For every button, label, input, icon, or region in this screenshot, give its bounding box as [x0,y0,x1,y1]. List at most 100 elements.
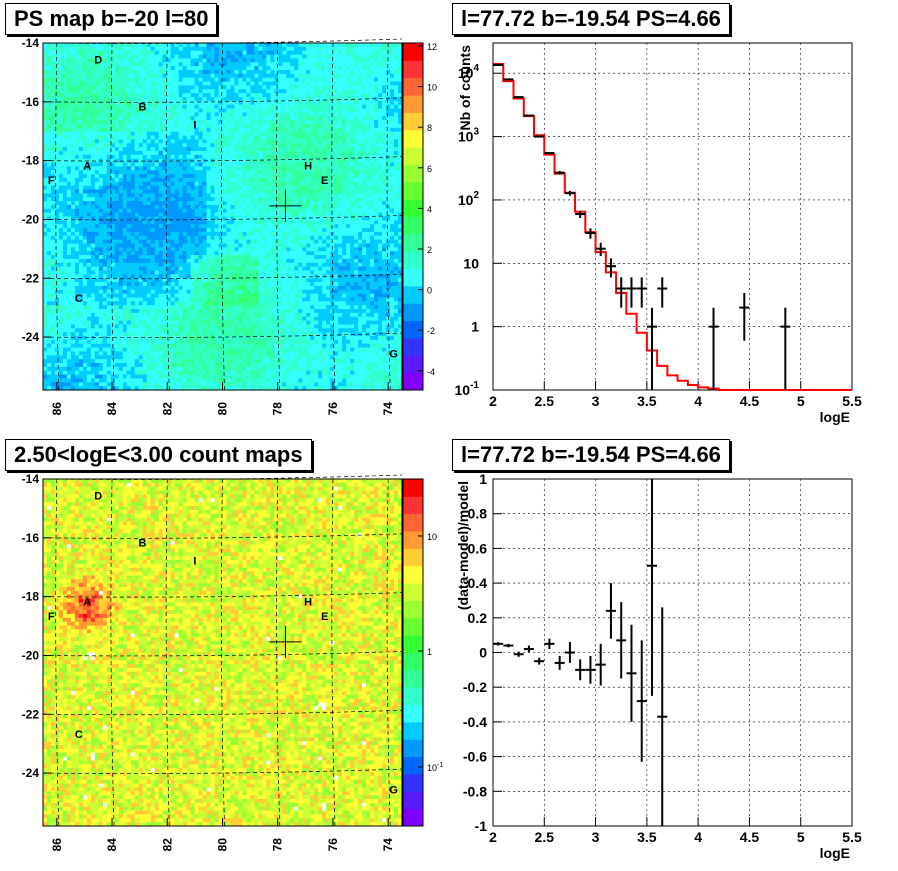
map-cell [130,293,136,298]
map-cell [142,251,148,256]
map-cell [122,127,128,133]
map-cell [62,127,68,133]
map-cell [194,343,199,348]
map-cell [230,189,235,194]
map-cell [110,247,116,252]
map-cell [86,197,92,202]
map-cell [162,158,168,163]
map-cell [222,293,227,298]
map-cell [70,85,76,90]
map-cell [194,370,199,375]
map-cell [154,320,160,325]
map-cell [130,359,136,364]
map-cell [178,274,184,279]
map-cell [118,181,124,187]
map-cell [122,239,128,244]
map-cell [142,46,148,52]
map-cell [186,162,191,167]
map-cell [214,131,219,136]
map-cell [138,231,144,237]
map-cell [94,104,100,109]
map-cell [142,378,148,383]
map-cell [202,336,207,341]
map-cell [54,351,60,356]
map-cell [230,332,235,337]
map-cell [118,282,124,287]
map-cell [66,174,72,179]
map-cell [218,77,223,82]
map-cell [74,274,80,279]
map-cell [238,62,243,67]
map-cell [170,320,176,325]
map-cell [106,96,112,102]
map-cell [94,220,100,225]
map-cell [170,185,176,190]
map-cell [202,216,207,221]
map-cell [166,166,172,171]
map-cell [214,69,219,75]
map-cell [43,285,48,291]
map-cell [62,81,68,86]
map-cell [102,339,108,345]
map-cell [82,339,88,345]
map-cell [62,181,68,187]
map-cell [246,139,251,144]
map-cell [66,228,72,233]
map-cell [50,266,56,271]
map-cell [250,239,255,244]
map-cell [134,297,140,302]
map-cell [234,251,239,256]
map-cell [50,135,56,140]
map-cell [194,378,199,383]
map-cell [158,58,164,63]
map-cell [118,174,124,179]
map-cell [122,185,128,190]
map-cell [170,309,176,314]
map-cell [90,185,96,190]
map-cell [106,85,112,90]
map-cell [246,201,251,206]
map-cell [254,266,259,271]
map-cell [142,301,148,306]
map-cell [190,62,195,67]
map-cell [126,332,132,337]
map-cell [258,85,263,90]
map-cell [178,108,184,113]
map-cell [54,104,60,109]
map-cell [114,154,120,160]
map-cell [182,336,187,341]
map-cell [134,235,140,241]
map-cell [226,77,231,82]
map-cell [62,112,68,117]
map-cell [142,108,148,113]
map-cell [150,289,156,295]
map-cell [246,278,251,283]
map-cell [102,154,108,160]
map-cell [206,370,211,375]
map-cell [134,378,140,383]
map-cell [98,54,104,59]
map-cell [206,274,211,279]
map-cell [43,297,48,302]
map-cell [114,239,120,244]
map-cell [146,162,152,167]
map-cell [106,378,112,383]
map-cell [70,309,76,314]
map-cell [54,208,60,214]
map-cell [238,73,243,79]
map-cell [246,85,251,90]
map-cell [90,208,96,214]
map-cell [238,235,243,241]
map-cell [82,170,88,175]
map-cell [158,355,164,360]
map-cell [186,108,191,113]
map-cell [186,305,191,310]
map-cell [78,197,84,202]
map-cell [210,332,215,337]
map-cell [194,201,199,206]
map-cell [186,43,191,48]
map-cell [43,224,48,229]
map-cell [54,316,60,321]
map-cell [78,127,84,133]
map-cell [54,193,60,198]
